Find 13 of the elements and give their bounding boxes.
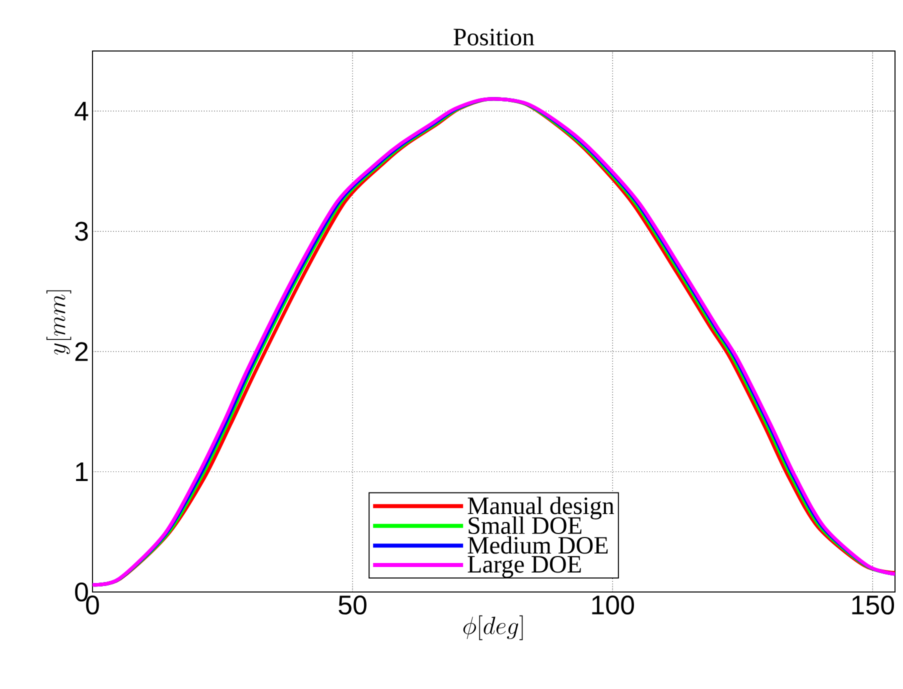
y-tick-label: 1 [76,462,88,482]
y-tick-label: 2 [75,342,88,361]
legend-label: Medium DOE [468,536,608,554]
x-axis-title: $\phi[deg]$ [463,615,523,640]
x-tick-label: 50 [338,596,366,615]
legend-label: Large DOE [468,556,581,578]
chart-title: Position [454,28,534,46]
y-tick-label: 4 [74,102,88,120]
y-tick-label: 0 [75,582,88,602]
y-tick-label: 3 [75,222,88,241]
x-tick-label: 100 [592,596,634,615]
x-tick-label: 150 [852,596,894,615]
y-axis-title: $y[mm]$ [46,290,72,355]
